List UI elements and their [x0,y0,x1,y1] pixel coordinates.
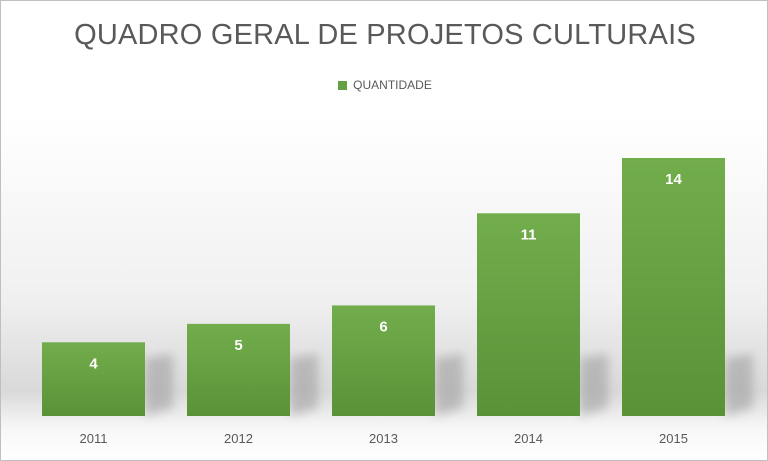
x-tick-label: 2014 [514,431,543,446]
bar-shadow [435,354,463,416]
legend-label: QUANTIDADE [353,78,432,92]
data-label: 4 [89,355,98,372]
legend-swatch [338,80,348,90]
legend: QUANTIDADE [1,78,768,92]
chart-title: QUADRO GERAL DE PROJETOS CULTURAIS [74,19,696,51]
bar-2015 [622,158,725,416]
x-tick-label: 2013 [369,431,398,446]
bar-2012 [187,323,290,416]
bar-2014 [477,213,580,416]
x-tick-label: 2015 [659,431,688,446]
bar-2013 [332,305,435,416]
data-label: 5 [234,337,242,354]
x-tick-label: 2012 [224,431,253,446]
data-label: 6 [379,318,387,335]
bar-shadow [580,354,608,416]
bar-shadow [725,354,753,416]
bar-shadow [290,354,318,416]
x-tick-label: 2011 [80,431,108,446]
data-label: 11 [521,226,537,243]
data-label: 14 [665,171,682,188]
bar-2011 [42,342,145,416]
bar-shadow [145,354,173,416]
